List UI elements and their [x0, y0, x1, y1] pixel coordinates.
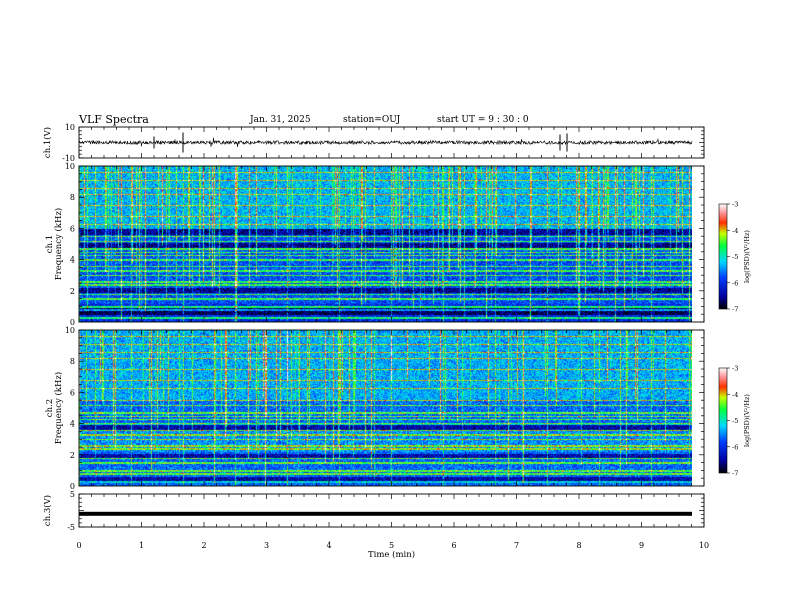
- ch3-waveform-trace: [79, 511, 692, 516]
- ch2-spectrogram-colorbar-ticklabel: -4: [732, 391, 738, 399]
- ch1-spectrogram-ylabel: ch.1: [45, 235, 55, 253]
- ch2-spectrogram-colorbar-label: log(PSD)(V²/Hz): [743, 394, 751, 447]
- xaxis-label: Time (min): [368, 549, 415, 560]
- ch1-spectrogram-ytick-label: 6: [70, 224, 75, 233]
- ch1-spectrogram-colorbar: [718, 203, 728, 310]
- ch2-spectrogram-ytick-label: 8: [70, 357, 75, 366]
- ch1-spectrogram-image: [79, 166, 692, 322]
- ch1-waveform-ytick-label-top: 10: [65, 123, 75, 132]
- xtick-label: 0: [76, 541, 81, 550]
- ch1-waveform-ytick-label-bottom: -10: [62, 154, 75, 163]
- xtick-label: 8: [576, 541, 581, 550]
- ch3-waveform-ytick-label-top: 5: [70, 490, 75, 499]
- xtick-label: 2: [201, 541, 206, 550]
- ch2-spectrogram-colorbar-ticklabel: -6: [732, 443, 738, 451]
- xtick-label: 10: [699, 541, 709, 550]
- ch1-spectrogram-colorbar-ticklabel: -4: [732, 227, 738, 235]
- ch1-spectrogram-colorbar-label: log(PSD)(V²/Hz): [743, 230, 751, 283]
- xtick-label: 4: [326, 541, 331, 550]
- ch2-spectrogram-ytick-label: 2: [70, 451, 75, 460]
- ch1-spectrogram-ytick-label: 2: [70, 287, 75, 296]
- ch1-spectrogram-colorbar-ticklabel: -3: [732, 201, 738, 209]
- ch1-spectrogram-ytick-label: 0: [70, 318, 75, 327]
- ch1-spectrogram-colorbar-ticklabel: -7: [732, 306, 738, 314]
- xtick-label: 7: [514, 541, 519, 550]
- ch3-waveform-ylabel: ch.3(V): [42, 495, 53, 526]
- ch1-spectrogram-ytick-label: 10: [65, 162, 75, 171]
- xtick-label: 1: [139, 541, 144, 550]
- ch2-spectrogram-ylabel: ch.2: [45, 399, 55, 417]
- ch2-spectrogram-ytick-label: 0: [70, 482, 75, 491]
- figure-title: VLF Spectra: [79, 113, 149, 126]
- ch2-spectrogram-colorbar: [718, 367, 728, 474]
- ch2-spectrogram-ylabel: Frequency (kHz): [53, 372, 64, 444]
- ch1-spectrogram-colorbar-ticklabel: -6: [732, 279, 738, 287]
- start-time-label: start UT = 9 : 30 : 0: [437, 115, 529, 125]
- date-label: Jan. 31, 2025: [250, 115, 311, 125]
- ch1-spectrogram-colorbar-ticklabel: -5: [732, 253, 738, 261]
- xtick-label: 3: [264, 541, 269, 550]
- xtick-label: 9: [639, 541, 644, 550]
- station-label: station=OUJ: [343, 115, 401, 125]
- xtick-label: 5: [389, 541, 394, 550]
- ch2-spectrogram-image: [79, 330, 692, 486]
- xtick-label: 6: [451, 541, 456, 550]
- ch2-spectrogram-colorbar-ticklabel: -3: [732, 365, 738, 373]
- ch2-spectrogram-ytick-label: 4: [70, 420, 75, 429]
- ch1-spectrogram-ytick-label: 4: [70, 256, 75, 265]
- ch1-waveform-ylabel: ch.1(V): [42, 127, 53, 158]
- ch1-spectrogram-ytick-label: 8: [70, 193, 75, 202]
- ch2-spectrogram-ytick-label: 10: [65, 326, 75, 335]
- ch2-spectrogram-colorbar-ticklabel: -7: [732, 470, 738, 478]
- ch1-spectrogram-ylabel: Frequency (kHz): [53, 208, 64, 280]
- ch2-spectrogram-colorbar-ticklabel: -5: [732, 417, 738, 425]
- ch2-spectrogram-ytick-label: 6: [70, 388, 75, 397]
- ch1-waveform-trace: [78, 137, 693, 147]
- ch3-waveform-ytick-label-bottom: -5: [67, 523, 75, 532]
